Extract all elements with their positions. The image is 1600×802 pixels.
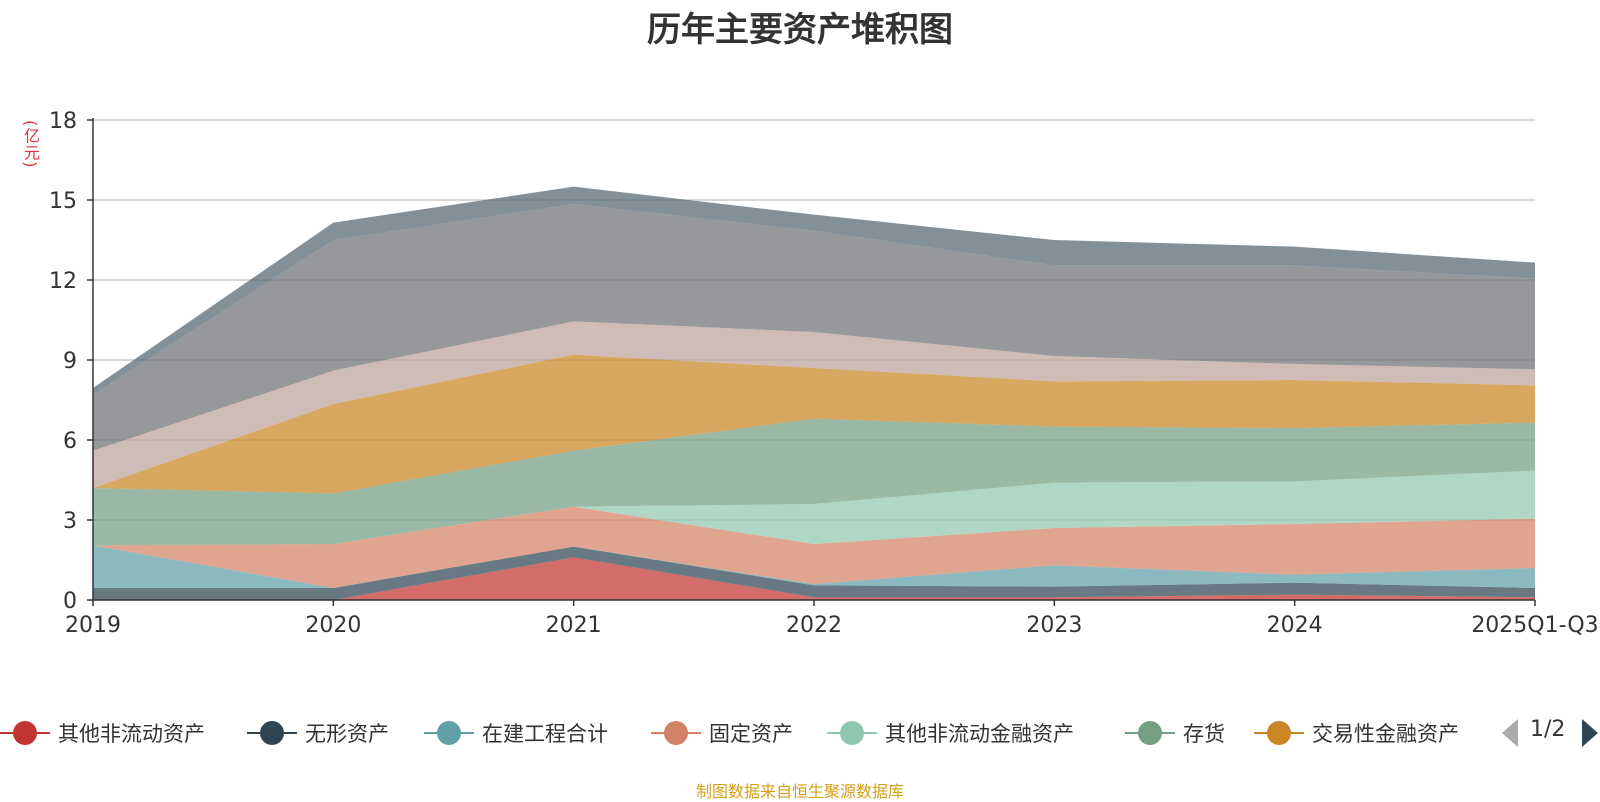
legend-item-label: 固定资产	[709, 722, 793, 746]
area-series-3	[93, 506, 1535, 588]
area-series-2	[93, 545, 1535, 588]
legend-item-label: 无形资产	[305, 722, 389, 746]
x-tick-label: 2021	[546, 613, 602, 638]
x-tick-label: 2024	[1267, 613, 1323, 638]
x-tick-label: 2020	[305, 613, 361, 638]
legend-item-label: 交易性金融资产	[1312, 722, 1459, 746]
legend-item-label: 其他非流动资产	[58, 722, 205, 746]
y-axis-unit-label: (亿元)	[21, 120, 40, 169]
area-series-9	[93, 186, 1535, 395]
legend-next-page-icon[interactable]	[1582, 719, 1598, 747]
y-tick-label: 12	[49, 269, 77, 294]
legend-dot	[260, 721, 284, 745]
legend: 其他非流动资产 无形资产 在建工程合计 固定资产 其他非流动金融资产 存货 交易…	[0, 715, 1600, 755]
legend-series-icon	[247, 715, 297, 751]
y-tick-label: 0	[63, 589, 77, 614]
legend-item[interactable]: 在建工程合计	[424, 715, 608, 751]
legend-series-icon	[651, 715, 701, 751]
area-series-4	[93, 470, 1535, 546]
x-tick-label: 2025Q1-Q3	[1471, 613, 1598, 638]
legend-dot	[437, 721, 461, 745]
area-series-0	[93, 557, 1535, 600]
legend-series-icon	[0, 715, 50, 751]
legend-dot	[1267, 721, 1291, 745]
legend-dot	[1138, 721, 1162, 745]
y-tick-label: 18	[49, 109, 77, 134]
legend-dot	[13, 721, 37, 745]
area-series-8	[93, 204, 1535, 451]
area-series-7	[93, 321, 1535, 488]
x-tick-label: 2022	[786, 613, 842, 638]
legend-item[interactable]: 其他非流动资产	[0, 715, 205, 751]
legend-item[interactable]: 固定资产	[651, 715, 793, 751]
y-tick-label: 9	[63, 349, 77, 374]
x-tick-label: 2023	[1026, 613, 1082, 638]
y-tick-label: 6	[63, 429, 77, 454]
legend-dot	[664, 721, 688, 745]
area-series-5	[93, 418, 1535, 546]
chart-plot: 0 3 6 9 12 15 18 2019 2020 2021 2022 2023 2024 2025Q1…	[49, 109, 1599, 638]
legend-item[interactable]: 交易性金融资产	[1254, 715, 1459, 751]
y-tick-label: 3	[63, 509, 77, 534]
legend-series-icon	[424, 715, 474, 751]
area-series-1	[93, 546, 1535, 600]
legend-page-indicator: 1/2	[1530, 717, 1566, 742]
legend-item[interactable]: 无形资产	[247, 715, 389, 751]
legend-prev-page-icon[interactable]	[1502, 719, 1518, 747]
legend-item-label: 其他非流动金融资产	[885, 722, 1074, 746]
legend-series-icon	[1254, 715, 1304, 751]
axes: 0 3 6 9 12 15 18 2019 2020 2021 2022 2023 2024 2025Q1…	[49, 109, 1599, 638]
x-tick-label: 2019	[65, 613, 121, 638]
legend-item-label: 存货	[1183, 722, 1225, 746]
legend-item[interactable]: 存货	[1125, 715, 1225, 751]
legend-dot	[840, 721, 864, 745]
legend-item[interactable]: 其他非流动金融资产	[827, 715, 1074, 751]
stacked-areas	[93, 186, 1535, 600]
legend-series-icon	[827, 715, 877, 751]
y-tick-label: 15	[49, 189, 77, 214]
area-series-6	[93, 354, 1535, 494]
legend-item-label: 在建工程合计	[482, 722, 608, 746]
chart-title: 历年主要资产堆积图	[647, 10, 953, 50]
source-note: 制图数据来自恒生聚源数据库	[695, 782, 904, 801]
legend-series-icon	[1125, 715, 1175, 751]
